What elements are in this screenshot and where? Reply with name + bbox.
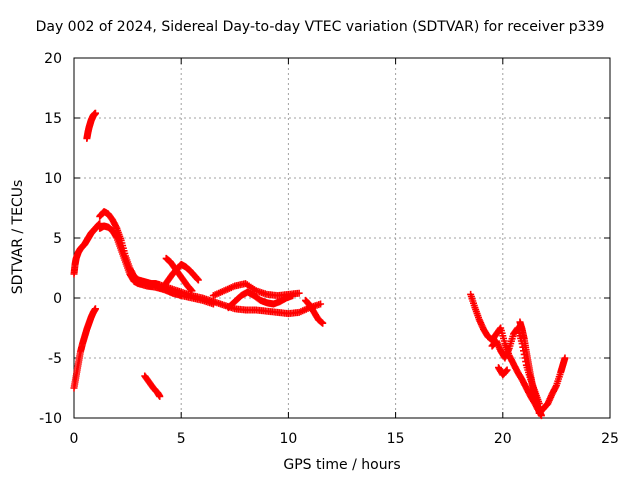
series-segment-mid-cross: [224, 288, 297, 312]
x-tick-label: 15: [387, 431, 405, 447]
chart-title: Day 002 of 2024, Sidereal Day-to-day VTE…: [35, 19, 605, 35]
y-tick-label: 20: [44, 51, 62, 67]
y-tick-label: 5: [53, 231, 62, 247]
data-point: [194, 276, 202, 284]
y-tick-label: 15: [44, 111, 62, 127]
x-axis-label: GPS time / hours: [283, 457, 401, 473]
series-segment-late-c: [516, 318, 545, 420]
series-segment-mid-upper: [209, 280, 303, 300]
data-point: [561, 354, 569, 362]
data-point: [156, 392, 164, 400]
series-segment-early-high: [83, 109, 99, 142]
x-tick-label: 20: [494, 431, 512, 447]
x-tick-label: 5: [177, 431, 186, 447]
series-segment-mid-lower: [209, 298, 325, 318]
data-point: [188, 287, 196, 295]
axis-ticks: 0 5 10 15 20 25 -10 -5 0 5 10 15 20: [39, 51, 619, 447]
data-point: [289, 292, 297, 300]
y-tick-label: -10: [39, 411, 62, 427]
series-segment-late-e: [495, 364, 511, 379]
series-segment-tail: [302, 296, 327, 327]
y-tick-label: -5: [48, 351, 62, 367]
data-point: [91, 305, 99, 313]
data-point: [503, 366, 511, 374]
series-segment-late-d: [535, 354, 569, 417]
data-point: [295, 289, 303, 297]
series-segment-small-dip: [141, 372, 164, 400]
series-segment-early-low: [70, 305, 99, 392]
data-point: [319, 319, 327, 327]
x-tick-label: 10: [279, 431, 297, 447]
y-axis-label: SDTVAR / TECUs: [10, 179, 26, 295]
y-tick-label: 0: [53, 291, 62, 307]
data-point: [91, 109, 99, 117]
x-tick-label: 25: [601, 431, 619, 447]
y-tick-label: 10: [44, 171, 62, 187]
data-point: [317, 300, 325, 308]
data-points: [70, 109, 569, 420]
series-segment-cross-down: [162, 254, 196, 295]
x-tick-label: 0: [70, 431, 79, 447]
